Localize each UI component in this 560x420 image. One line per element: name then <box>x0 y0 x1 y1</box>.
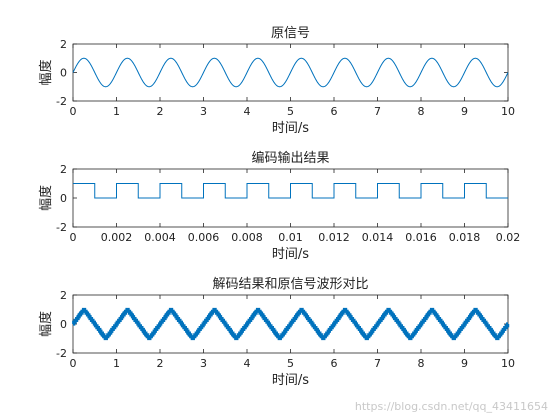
x-tick-label: 0.02 <box>496 231 521 244</box>
y-tick-label: 2 <box>60 163 67 176</box>
x-tick-label: 6 <box>331 105 338 118</box>
x-tick-label: 0 <box>70 357 77 370</box>
x-tick-label: 4 <box>244 357 251 370</box>
y-tick-label: 0 <box>60 67 67 80</box>
x-tick-label: 6 <box>331 357 338 370</box>
y-tick-label: 0 <box>60 192 67 205</box>
x-tick-label: 7 <box>374 105 381 118</box>
x-tick-label: 10 <box>501 105 515 118</box>
y-tick-label: 2 <box>60 38 67 51</box>
x-tick-label: 0.018 <box>449 231 481 244</box>
x-tick-label: 5 <box>287 357 294 370</box>
y-tick-label: -2 <box>56 221 67 234</box>
x-tick-label: 0.002 <box>101 231 133 244</box>
subplot-2: 编码输出结果 0 0.002 0.004 0.006 0.008 0.01 0.012 0.01… <box>38 150 520 262</box>
x-tick-label: 0.016 <box>405 231 437 244</box>
x-tick-label: 0.006 <box>188 231 220 244</box>
x-tick-label: 5 <box>287 105 294 118</box>
x-tick-label: 0.014 <box>362 231 394 244</box>
x-axis-label: 时间/s <box>272 247 309 262</box>
y-tick-label: -2 <box>56 95 67 108</box>
x-tick-label: 1 <box>113 357 120 370</box>
y-tick-label: 2 <box>60 289 67 302</box>
chart-title: 编码输出结果 <box>251 150 329 166</box>
x-tick-label: 9 <box>461 105 468 118</box>
x-tick-label: 0 <box>70 105 77 118</box>
x-tick-label: 2 <box>157 357 164 370</box>
y-tick-label: -2 <box>56 347 67 360</box>
x-tick-label: 9 <box>461 357 468 370</box>
series-line <box>73 183 508 199</box>
series-line <box>72 57 509 88</box>
x-tick-label: 0.008 <box>231 231 263 244</box>
y-axis-label: 幅度 <box>38 185 54 211</box>
x-tick-label: 0.004 <box>144 231 176 244</box>
x-tick-label: 1 <box>113 105 120 118</box>
y-axis-label: 幅度 <box>38 311 54 337</box>
x-tick-label: 8 <box>418 357 425 370</box>
x-tick-label: 3 <box>200 357 207 370</box>
x-tick-label: 4 <box>244 105 251 118</box>
watermark-text: https://blog.csdn.net/qq_43411654 <box>355 400 548 413</box>
chart-title: 原信号 <box>271 26 310 41</box>
x-tick-label: 8 <box>418 105 425 118</box>
y-axis-label: 幅度 <box>38 59 54 85</box>
x-tick-label: 7 <box>374 357 381 370</box>
chart-title: 解码结果和原信号波形对比 <box>212 277 368 292</box>
series-line-original <box>72 309 509 339</box>
x-tick-label: 0 <box>70 231 77 244</box>
x-axis-label: 时间/s <box>272 121 309 136</box>
x-tick-label: 0.012 <box>318 231 350 244</box>
x-tick-label: 0.01 <box>278 231 303 244</box>
x-tick-label: 10 <box>501 357 515 370</box>
x-tick-label: 3 <box>200 105 207 118</box>
y-tick-label: 0 <box>60 318 67 331</box>
x-tick-label: 2 <box>157 105 164 118</box>
x-axis-label: 时间/s <box>272 373 309 388</box>
